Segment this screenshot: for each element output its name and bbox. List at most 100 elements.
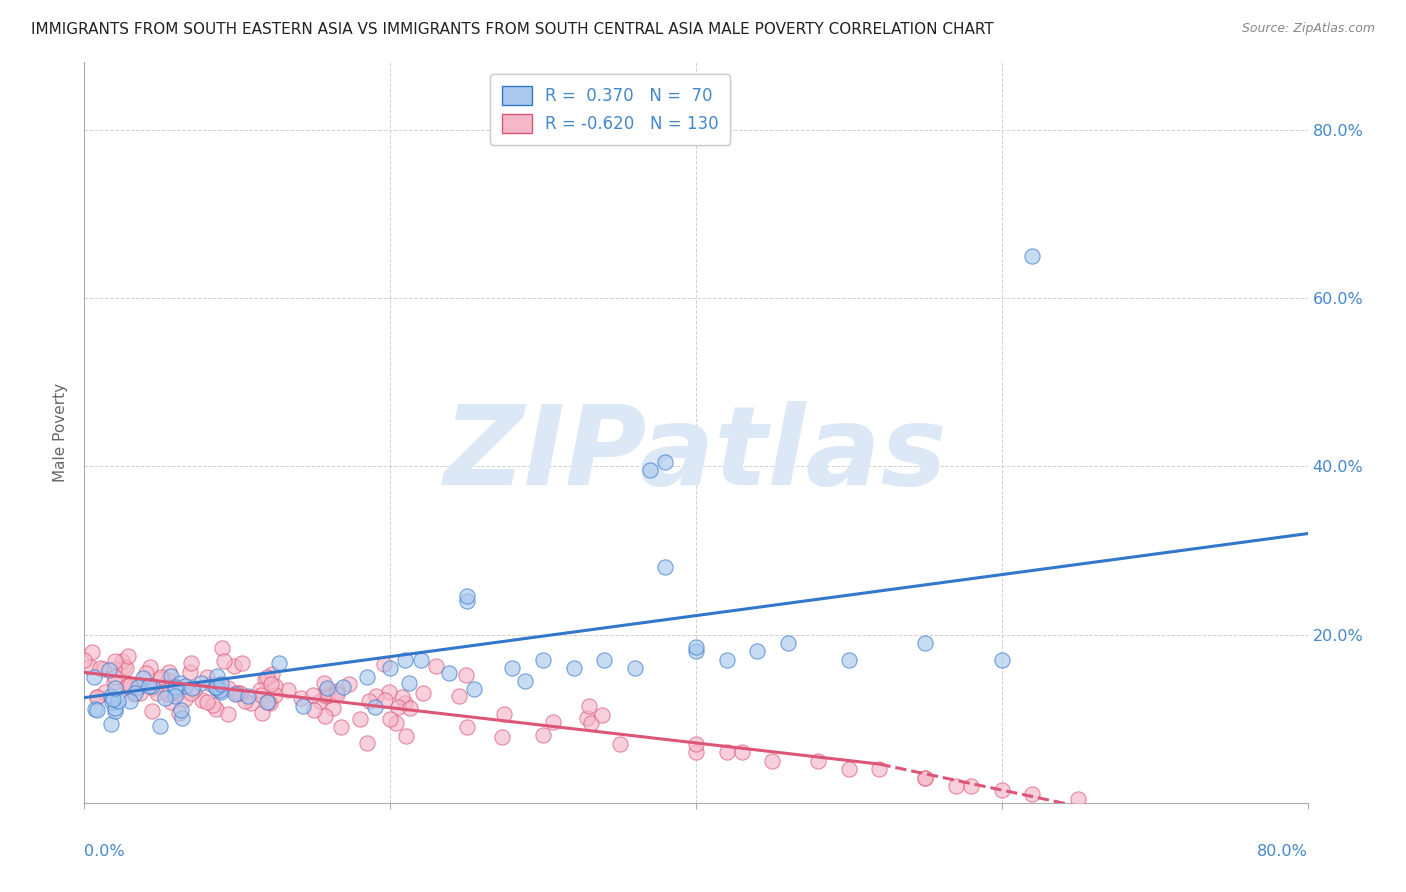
Point — [541, 714, 564, 729]
Point — [100, 689, 122, 703]
Point — [139, 660, 162, 674]
Point — [127, 680, 149, 694]
Point — [141, 679, 163, 693]
Point — [118, 677, 141, 691]
Point — [578, 698, 600, 713]
Point — [83, 670, 105, 684]
Point — [111, 655, 134, 669]
Text: IMMIGRANTS FROM SOUTH EASTERN ASIA VS IMMIGRANTS FROM SOUTH CENTRAL ASIA MALE PO: IMMIGRANTS FROM SOUTH EASTERN ASIA VS IM… — [31, 22, 994, 37]
Point — [93, 685, 115, 699]
Point — [226, 686, 249, 700]
Point — [129, 679, 152, 693]
Point — [409, 653, 432, 667]
Point — [991, 653, 1014, 667]
Point — [387, 699, 409, 714]
Point — [624, 661, 647, 675]
Point — [250, 688, 273, 702]
Point — [276, 683, 298, 698]
Point — [349, 712, 371, 726]
Point — [1021, 788, 1043, 802]
Point — [142, 681, 165, 695]
Point — [257, 695, 280, 709]
Text: Source: ZipAtlas.com: Source: ZipAtlas.com — [1241, 22, 1375, 36]
Point — [264, 689, 287, 703]
Point — [149, 673, 172, 687]
Point — [253, 673, 276, 687]
Point — [1067, 791, 1090, 805]
Point — [960, 779, 983, 793]
Point — [138, 679, 160, 693]
Point — [107, 694, 129, 708]
Point — [190, 675, 212, 690]
Point — [200, 677, 222, 691]
Point — [447, 690, 470, 704]
Point — [202, 698, 225, 713]
Point — [356, 670, 378, 684]
Point — [101, 692, 124, 706]
Point — [325, 684, 347, 698]
Point — [146, 685, 169, 699]
Point — [238, 689, 260, 703]
Point — [180, 657, 202, 671]
Point — [576, 711, 599, 725]
Point — [235, 693, 257, 707]
Point — [120, 678, 142, 692]
Point — [456, 720, 478, 734]
Point — [491, 731, 513, 745]
Point — [463, 682, 485, 697]
Point — [318, 688, 340, 702]
Point — [104, 704, 127, 718]
Point — [380, 712, 402, 726]
Point — [290, 691, 312, 706]
Point — [456, 589, 478, 603]
Point — [515, 674, 537, 689]
Point — [609, 737, 631, 751]
Point — [181, 681, 204, 695]
Point — [315, 689, 337, 703]
Text: 0.0%: 0.0% — [84, 844, 125, 858]
Point — [180, 686, 202, 700]
Point — [302, 703, 325, 717]
Point — [991, 783, 1014, 797]
Point — [256, 670, 278, 684]
Text: 80.0%: 80.0% — [1257, 844, 1308, 858]
Point — [115, 679, 138, 693]
Point — [157, 673, 180, 687]
Point — [122, 687, 145, 701]
Point — [914, 636, 936, 650]
Y-axis label: Male Poverty: Male Poverty — [53, 383, 69, 483]
Point — [100, 717, 122, 731]
Point — [716, 653, 738, 667]
Point — [385, 716, 408, 731]
Point — [167, 706, 190, 720]
Point — [315, 682, 337, 697]
Point — [398, 676, 420, 690]
Point — [399, 701, 422, 715]
Point — [118, 682, 141, 697]
Point — [502, 661, 524, 675]
Point — [195, 695, 218, 709]
Point — [391, 690, 413, 704]
Point — [169, 703, 191, 717]
Point — [249, 682, 271, 697]
Point — [329, 720, 352, 734]
Point — [263, 679, 285, 693]
Point — [260, 667, 283, 681]
Legend: R =  0.370   N =  70, R = -0.620   N = 130: R = 0.370 N = 70, R = -0.620 N = 130 — [491, 74, 731, 145]
Point — [149, 670, 172, 684]
Point — [209, 683, 232, 698]
Point — [731, 745, 754, 759]
Point — [308, 694, 330, 708]
Point — [153, 690, 176, 705]
Point — [322, 700, 344, 714]
Point — [638, 463, 661, 477]
Point — [101, 695, 124, 709]
Point — [250, 706, 273, 720]
Point — [494, 707, 516, 722]
Point — [165, 680, 187, 694]
Point — [165, 689, 187, 703]
Point — [456, 594, 478, 608]
Point — [160, 695, 183, 709]
Point — [364, 700, 387, 714]
Point — [378, 685, 401, 699]
